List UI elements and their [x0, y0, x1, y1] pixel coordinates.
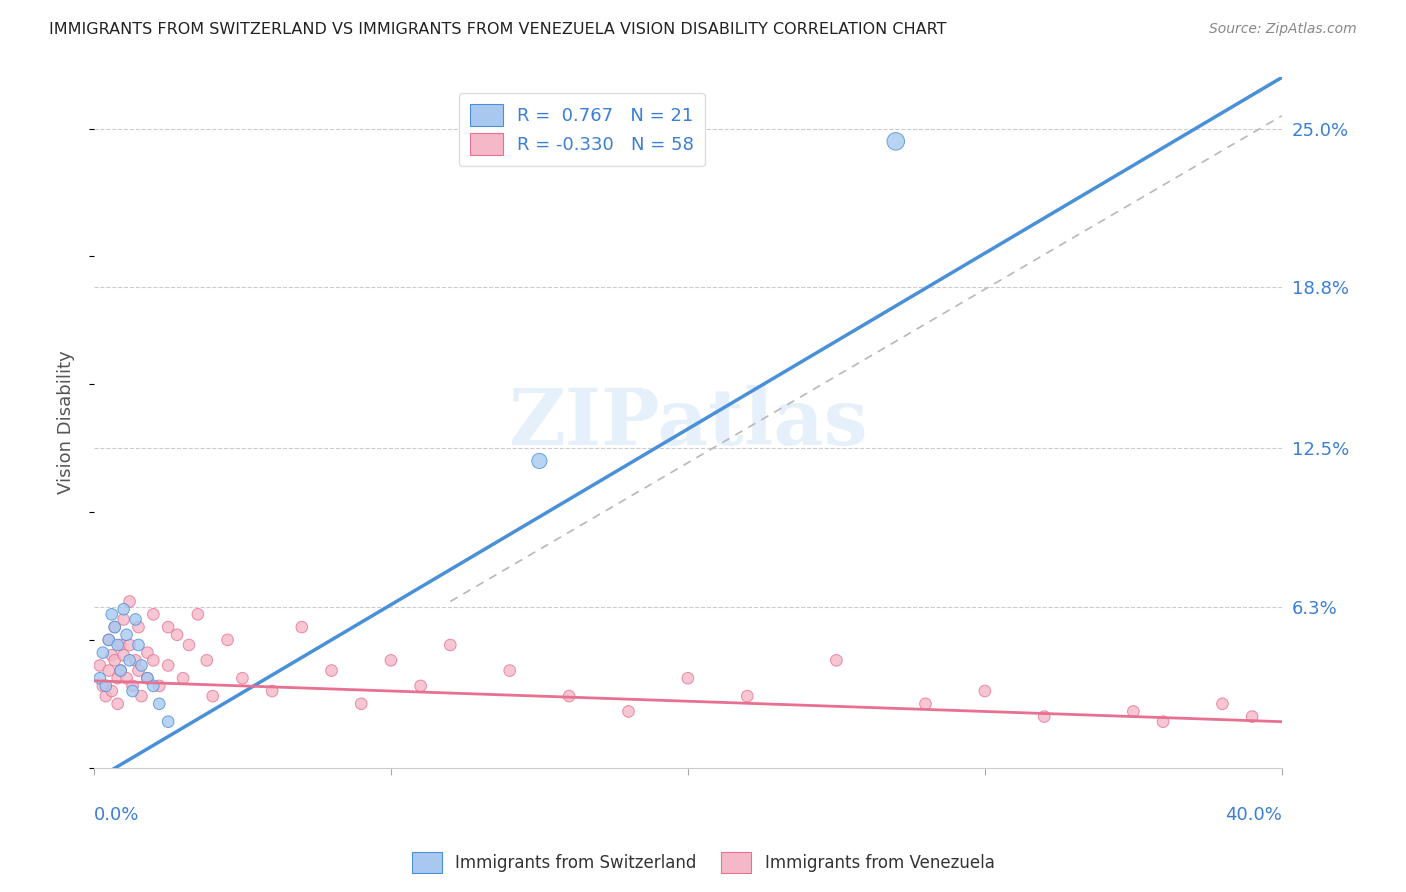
Point: [127, 638, 149, 652]
Point: [142, 607, 165, 622]
Point: [112, 648, 135, 663]
Text: ZIPatlas: ZIPatlas: [508, 384, 868, 460]
Point: [127, 620, 149, 634]
Point: [94, 679, 117, 693]
Point: [136, 671, 159, 685]
Point: [127, 664, 149, 678]
Point: [439, 638, 461, 652]
Point: [124, 653, 146, 667]
Point: [142, 679, 165, 693]
Point: [112, 602, 135, 616]
Point: [217, 632, 239, 647]
Point: [148, 679, 170, 693]
Point: [291, 620, 314, 634]
Point: [110, 664, 132, 678]
Point: [172, 671, 194, 685]
Point: [380, 653, 402, 667]
Point: [124, 612, 146, 626]
Point: [104, 653, 127, 667]
Point: [148, 697, 170, 711]
Point: [321, 664, 343, 678]
Point: [115, 628, 138, 642]
Point: [100, 607, 122, 622]
Text: Source: ZipAtlas.com: Source: ZipAtlas.com: [1209, 22, 1357, 37]
Text: IMMIGRANTS FROM SWITZERLAND VS IMMIGRANTS FROM VENEZUELA VISION DISABILITY CORRE: IMMIGRANTS FROM SWITZERLAND VS IMMIGRANT…: [49, 22, 946, 37]
Point: [121, 679, 143, 693]
Text: 0.0%: 0.0%: [94, 805, 139, 823]
Point: [558, 689, 581, 703]
Point: [973, 684, 995, 698]
Point: [118, 638, 141, 652]
Legend: Immigrants from Switzerland, Immigrants from Venezuela: Immigrants from Switzerland, Immigrants …: [405, 846, 1001, 880]
Point: [195, 653, 218, 667]
Point: [262, 684, 284, 698]
Point: [112, 612, 135, 626]
Point: [110, 664, 132, 678]
Point: [157, 714, 180, 729]
Point: [121, 684, 143, 698]
Point: [94, 689, 117, 703]
Point: [97, 664, 120, 678]
Point: [136, 646, 159, 660]
Point: [107, 638, 129, 652]
Point: [1122, 705, 1144, 719]
Point: [107, 671, 129, 685]
Point: [131, 689, 153, 703]
Point: [231, 671, 253, 685]
Point: [1152, 714, 1174, 729]
Point: [89, 658, 111, 673]
Point: [91, 679, 114, 693]
Point: [131, 658, 153, 673]
Legend: R =  0.767   N = 21, R = -0.330   N = 58: R = 0.767 N = 21, R = -0.330 N = 58: [460, 94, 704, 166]
Point: [914, 697, 936, 711]
Point: [201, 689, 224, 703]
Point: [166, 628, 188, 642]
Point: [1211, 697, 1233, 711]
Point: [617, 705, 640, 719]
Point: [118, 594, 141, 608]
Point: [177, 638, 200, 652]
Point: [115, 671, 138, 685]
Y-axis label: Vision Disability: Vision Disability: [58, 351, 75, 494]
Point: [110, 638, 132, 652]
Point: [97, 632, 120, 647]
Point: [100, 648, 122, 663]
Point: [187, 607, 209, 622]
Point: [529, 454, 551, 468]
Point: [100, 684, 122, 698]
Point: [91, 646, 114, 660]
Point: [107, 697, 129, 711]
Point: [1241, 709, 1264, 723]
Point: [1033, 709, 1056, 723]
Point: [136, 671, 159, 685]
Point: [89, 671, 111, 685]
Text: 40.0%: 40.0%: [1225, 805, 1282, 823]
Point: [409, 679, 432, 693]
Point: [735, 689, 758, 703]
Point: [157, 658, 180, 673]
Point: [118, 653, 141, 667]
Point: [676, 671, 699, 685]
Point: [157, 620, 180, 634]
Point: [350, 697, 373, 711]
Point: [499, 664, 522, 678]
Point: [104, 620, 127, 634]
Point: [97, 632, 120, 647]
Point: [825, 653, 848, 667]
Point: [104, 620, 127, 634]
Point: [884, 134, 907, 148]
Point: [142, 653, 165, 667]
